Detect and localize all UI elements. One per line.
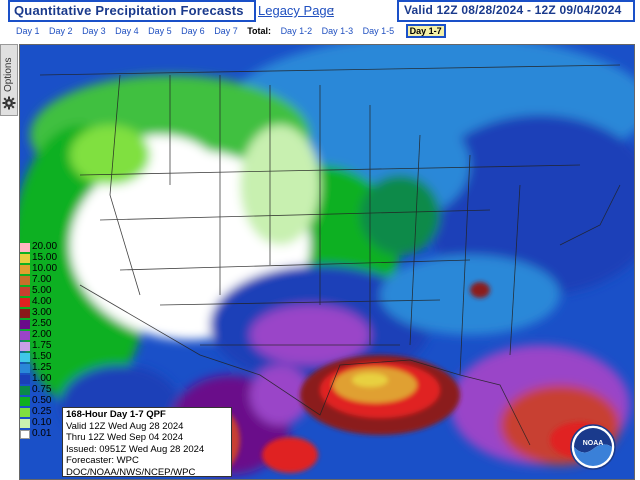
legend-item: 2.50 [20,319,68,329]
legend-item: 0.10 [20,418,68,428]
legend-item: 1.75 [20,341,68,351]
legend-swatch [20,419,30,428]
legend-value: 0.10 [32,417,52,428]
legend-swatch [20,320,30,329]
legend-value: 1.00 [32,373,52,384]
tab-day-7[interactable]: Day 7 [214,26,238,36]
day-tabs: Day 1 Day 2 Day 3 Day 4 Day 5 Day 6 Day … [16,24,453,38]
legend-value: 1.25 [32,362,52,373]
legend-item: 3.00 [20,308,68,318]
qpf-map[interactable] [19,44,635,480]
legend-item: 0.50 [20,396,68,406]
legend-value: 0.75 [32,384,52,395]
valid-period: Valid 12Z 08/28/2024 - 12Z 09/04/2024 [404,3,622,17]
noaa-logo: NOAA [570,424,616,470]
legend-swatch [20,342,30,351]
legend-item: 1.00 [20,374,68,384]
tab-day-5[interactable]: Day 5 [148,26,172,36]
legend-swatch [20,353,30,362]
legend-value: 1.75 [32,340,52,351]
legend-item: 0.25 [20,407,68,417]
tab-day-4[interactable]: Day 4 [115,26,139,36]
tab-day-1-3[interactable]: Day 1-3 [321,26,354,36]
legend-value: 0.50 [32,395,52,406]
legend-value: 3.00 [32,307,52,318]
forecaster: Forecaster: WPC [66,455,139,466]
legend-swatch [20,276,30,285]
legend-value: 0.25 [32,406,52,417]
legend-item: 1.25 [20,363,68,373]
legend-swatch [20,408,30,417]
tab-day-1-7[interactable]: Day 1-7 [405,24,446,38]
legend-value: 7.00 [32,274,52,285]
legend-item: 4.00 [20,297,68,307]
legend-value: 2.00 [32,329,52,340]
legend-swatch [20,298,30,307]
valid-box [397,0,635,22]
tab-day-1-5[interactable]: Day 1-5 [362,26,395,36]
legend-item: 7.00 [20,275,68,285]
legend-item: 0.01 [20,429,68,439]
legend-swatch [20,254,30,263]
legend-value: 20.00 [32,241,58,252]
options-label: Options [3,57,14,92]
legend-item: 15.00 [20,253,68,263]
precipitation-map [20,45,634,479]
tab-day-6[interactable]: Day 6 [181,26,205,36]
legend-swatch [20,364,30,373]
legend-swatch [20,430,30,439]
legend-item: 20.00 [20,242,68,252]
agency: DOC/NOAA/NWS/NCEP/WPC [66,466,196,478]
page-title: Quantitative Precipitation Forecasts [14,3,244,18]
legend-swatch [20,287,30,296]
legend-item: 10.00 [20,264,68,274]
legend-value: 1.50 [32,351,52,362]
tab-day-3[interactable]: Day 3 [82,26,106,36]
legend-swatch [20,397,30,406]
legend-swatch [20,243,30,252]
legend-value: 15.00 [32,252,58,263]
header-colon: : [331,3,335,18]
legend-value: 0.01 [32,428,52,439]
tab-day-1-2[interactable]: Day 1-2 [280,26,313,36]
title-box [8,0,256,22]
forecast-thru: Thru 12Z Wed Sep 04 2024 [66,432,184,443]
legend-item: 2.00 [20,330,68,340]
gear-icon[interactable] [2,96,16,110]
forecast-issued: Issued: 0951Z Wed Aug 28 2024 [66,443,205,455]
legend-value: 5.00 [32,285,52,296]
legend-swatch [20,331,30,340]
tab-day-2[interactable]: Day 2 [49,26,73,36]
legend-item: 1.50 [20,352,68,362]
forecast-heading: 168-Hour Day 1-7 QPF [66,409,166,420]
noaa-logo-text: NOAA [583,440,604,447]
forecast-valid: Valid 12Z Wed Aug 28 2024 [66,420,184,432]
legend-value: 2.50 [32,318,52,329]
legend-item: 5.00 [20,286,68,296]
legend-value: 10.00 [32,263,58,274]
tab-day-1[interactable]: Day 1 [16,26,40,36]
legend-swatch [20,309,30,318]
legacy-page-link[interactable]: Legacy Page [258,3,334,18]
legend-swatch [20,375,30,384]
legend-item: 0.75 [20,385,68,395]
total-label: Total: [247,26,272,36]
legend-swatch [20,386,30,395]
legend-value: 4.00 [32,296,52,307]
legend-swatch [20,265,30,274]
forecast-info-box: 168-Hour Day 1-7 QPF Valid 12Z Wed Aug 2… [62,407,232,478]
